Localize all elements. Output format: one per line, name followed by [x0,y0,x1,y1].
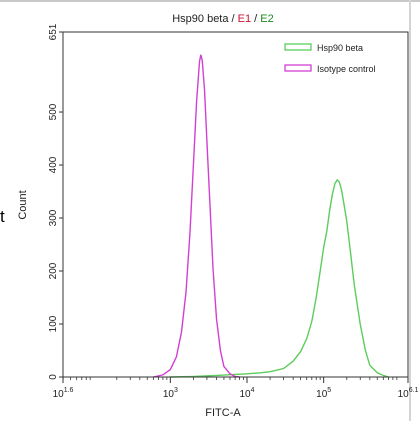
y-axis: 0 100 200 300 400 500 651 [48,23,63,380]
plot-area [153,54,389,378]
x-axis-label: FITC-A [205,407,241,419]
chart-title: Hsp90 beta / E1 / E2 [172,13,274,25]
x-tick-label: 106.1 [398,387,419,400]
chart-title-prefix: Hsp90 beta [172,13,229,25]
x-tick-label: 101.6 [53,387,74,400]
y-tick-label: 100 [48,315,59,332]
x-tick-label: 103 [163,387,178,400]
x-tick-label: 104 [239,387,254,400]
series-line-0 [170,178,389,378]
y-tick-label: 651 [48,23,59,40]
y-tick-label: 300 [48,209,59,226]
chart-title-e2: E2 [260,13,273,25]
y-tick-label: 400 [48,156,59,173]
chart-title-separator: / [251,13,260,25]
y-tick-label: 200 [48,262,59,279]
legend-label-isotype-control: Isotype control [317,64,376,74]
legend-swatch-hsp90-beta [284,43,312,51]
window-top-edge [0,0,420,2]
legend-swatch-isotype-control [284,64,312,72]
window-right-edge [409,0,411,421]
chart-title-separator: / [228,13,237,25]
y-axis-label: Count [17,190,29,219]
legend-label-hsp90-beta: Hsp90 beta [317,43,363,53]
legend: Hsp90 beta Isotype control [284,43,376,74]
clipped-edge-text: t [0,207,5,226]
plot-frame [62,31,409,378]
y-tick-label: 500 [48,103,59,120]
y-tick-label: 0 [48,374,59,380]
x-tick-label: 105 [316,387,331,400]
series-line-1 [153,54,240,378]
x-axis: 101.6 103 104 105 106.1 [53,377,419,400]
chart-title-e1: E1 [238,13,251,25]
